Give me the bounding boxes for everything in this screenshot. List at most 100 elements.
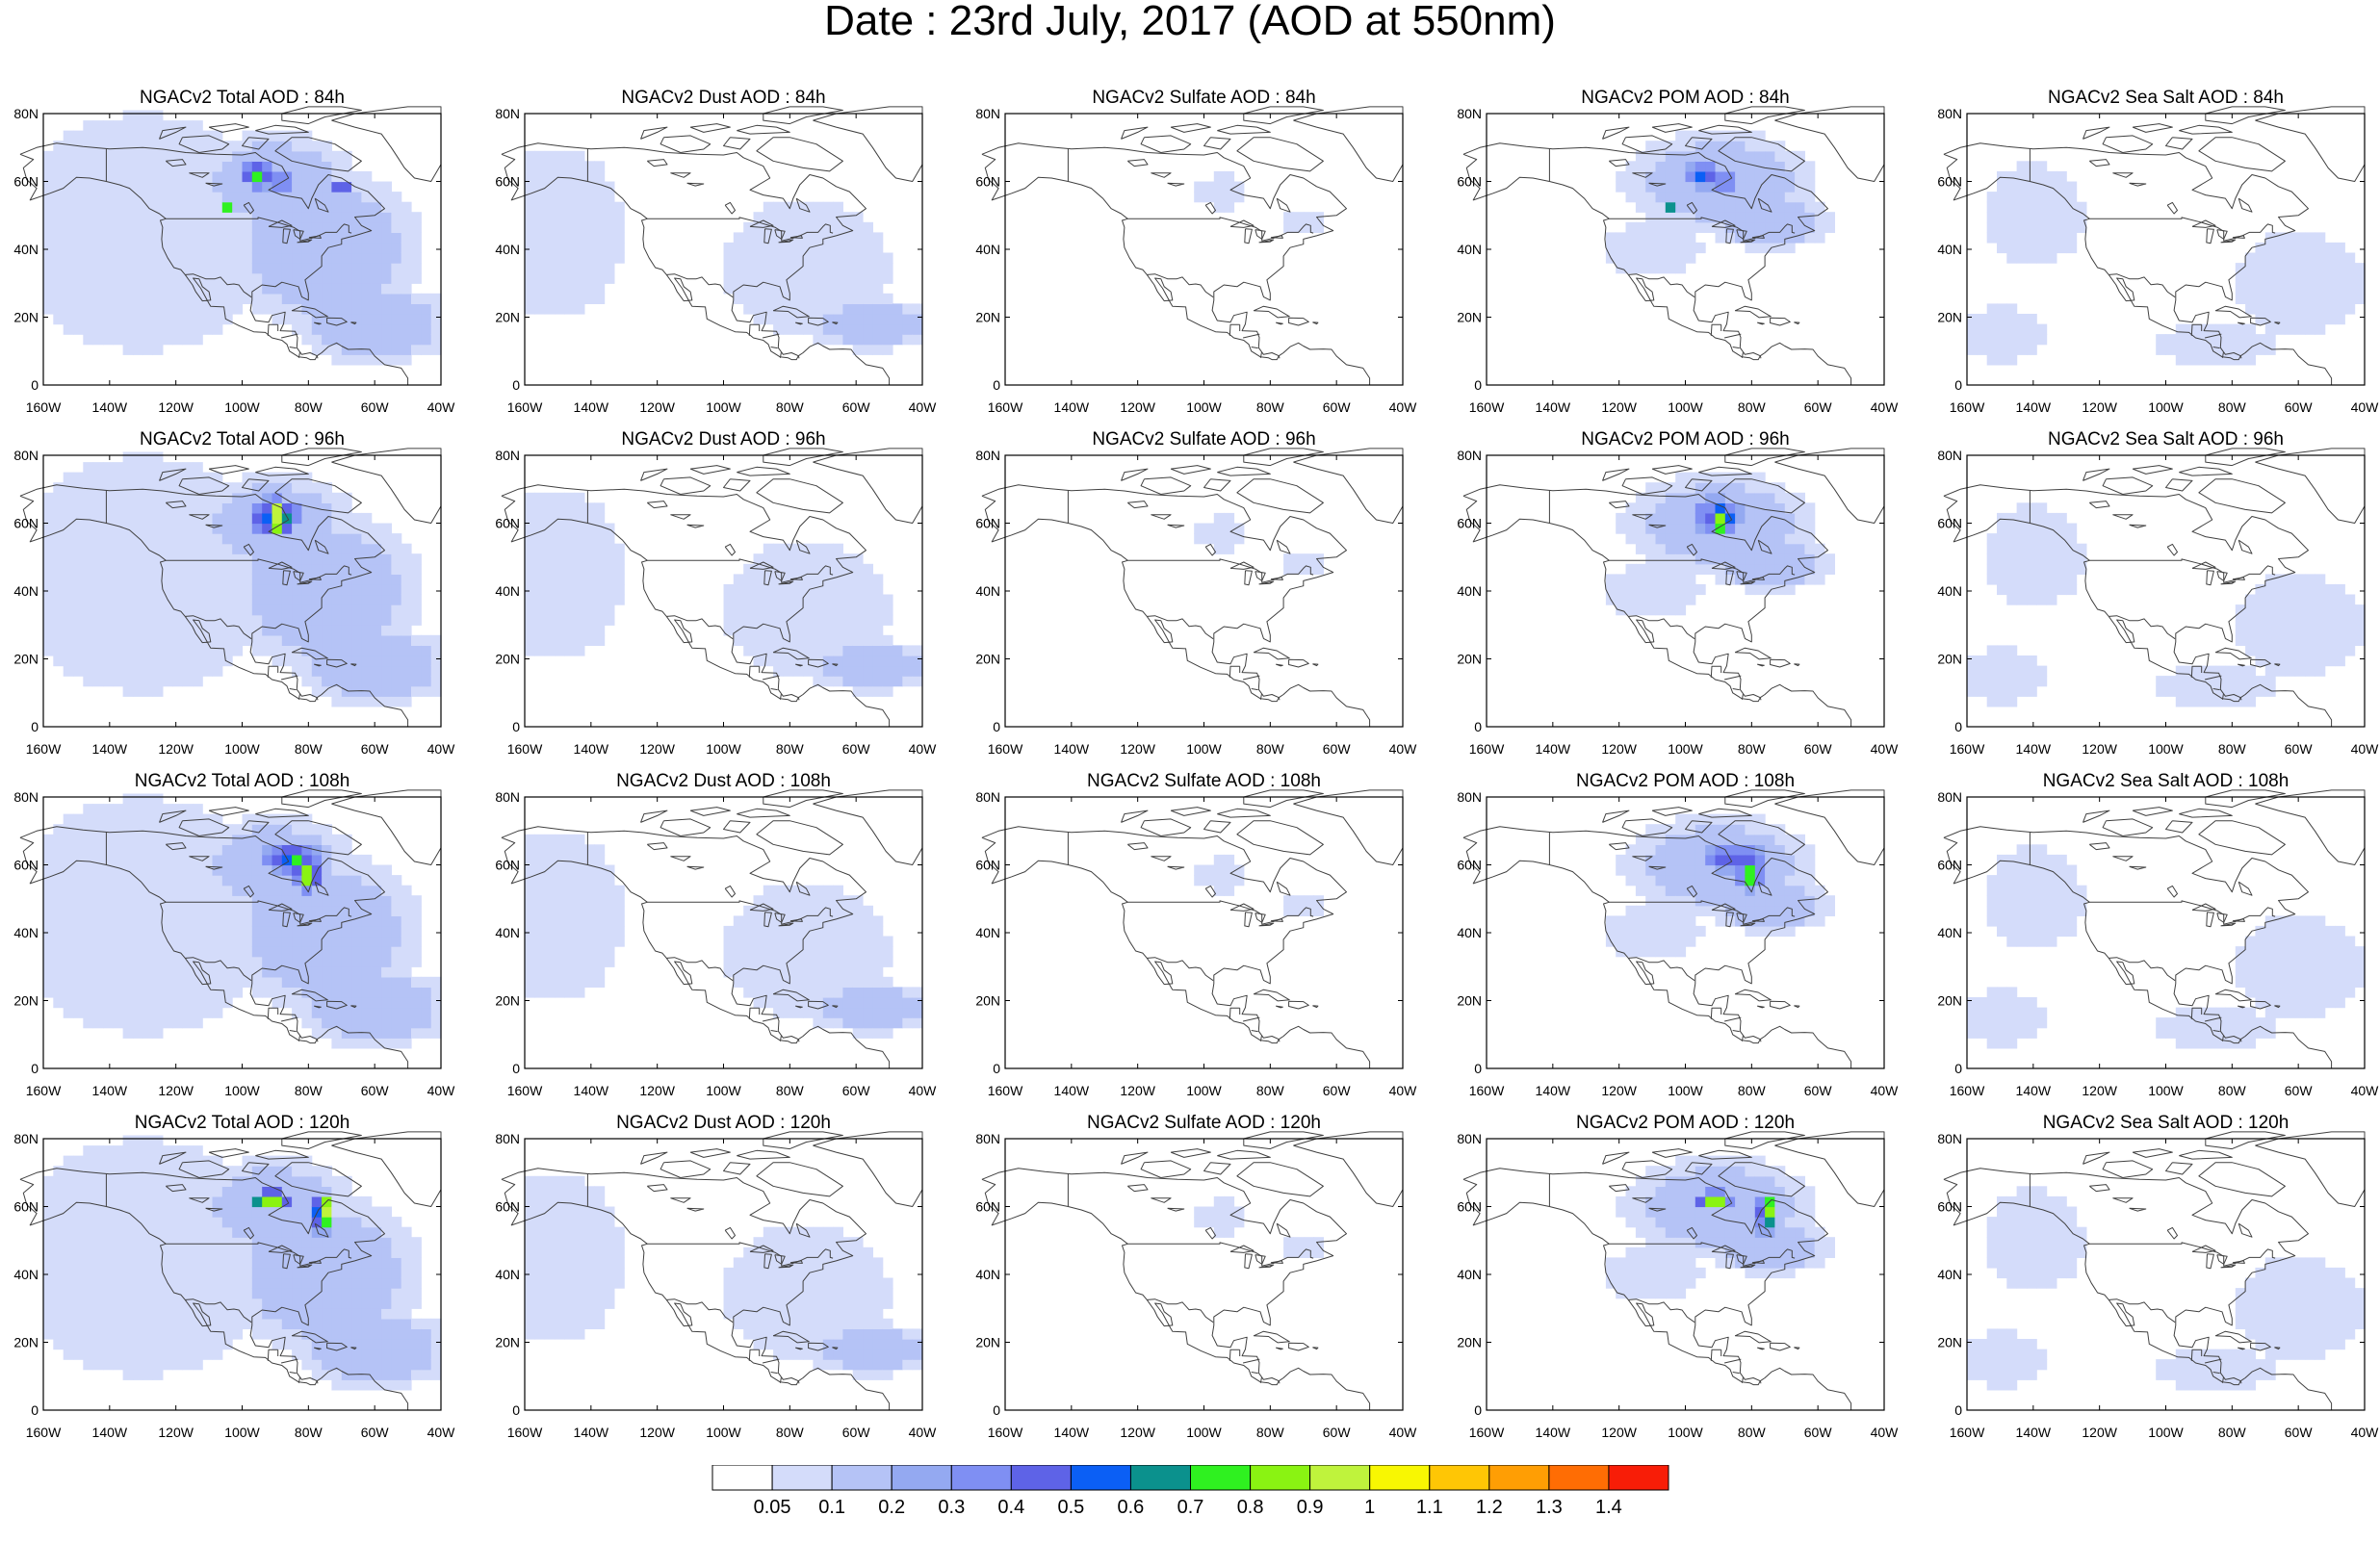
lat-label: 80N [13,789,39,805]
aod-cell [853,273,864,284]
aod-cell [213,232,223,243]
aod-cell [243,222,253,233]
aod-cell [243,875,253,886]
aod-cell [614,915,625,926]
aod-cell [83,625,93,635]
aod-cell [401,977,412,988]
aod-cell [2036,676,2047,686]
aod-cell [1626,253,1637,264]
aod-cell [213,655,223,666]
aod-cell [43,253,54,264]
aod-cell [2265,595,2276,605]
aod-cell [93,120,104,131]
lat-label: 80N [1457,106,1482,121]
aod-cell [525,283,535,294]
aod-cell [391,1017,401,1028]
lon-label: 40W [427,399,456,415]
aod-cell [322,875,332,886]
aod-cell [1686,182,1696,193]
aod-cell [301,595,312,605]
aod-cell [381,182,392,193]
aod-cell [172,997,183,1008]
aod-cell [243,957,253,967]
aod-cell [213,171,223,182]
aod-cell [64,814,74,825]
aod-cell [83,875,93,886]
greenland-coast [2255,107,2365,182]
aod-cell [584,232,595,243]
aod-cell [43,886,54,896]
aod-cell [1804,212,1815,222]
lat-label: 40N [1937,583,1962,599]
aod-cell [833,283,843,294]
aod-cell [1997,171,2007,182]
aod-cell [525,182,535,193]
aod-cell [2355,273,2366,284]
aod-cell [2196,686,2207,697]
aod-cell [64,977,74,988]
aod-cell [64,273,74,284]
aod-cell [913,314,923,324]
aod-cell [142,222,153,233]
aod-cell [534,544,545,554]
country-border [281,334,298,338]
aod-cell [361,855,372,865]
aod-cell [183,635,194,646]
aod-cell [142,524,153,534]
aod-cell [103,553,114,564]
lat-label: 0 [1954,377,1962,393]
aod-cell [391,294,401,304]
aod-cell [262,161,272,171]
aod-cell [43,212,54,222]
aod-cell [351,192,362,202]
aod-cell [754,595,764,605]
aod-cell [381,666,392,677]
aod-cell [372,524,382,534]
island-coast [2133,124,2172,133]
aod-cell [1656,253,1667,264]
aod-cell [262,635,272,646]
aod-cell [431,314,442,324]
aod-cell [525,232,535,243]
aod-cell [584,574,595,584]
aod-cell [1656,212,1667,222]
aod-cell [153,604,164,615]
aod-cell [243,937,253,947]
aod-cell [64,533,74,544]
aod-cell [252,192,263,202]
aod-cell [1656,192,1667,202]
aod-cell [564,243,575,253]
aod-cell [913,334,923,345]
aod-cell [555,957,565,967]
aod-cell [525,212,535,222]
aod-cell [142,564,153,575]
aod-cell [232,232,243,243]
aod-cell [73,243,84,253]
aod-cell [93,915,104,926]
aod-cell [2315,625,2325,635]
aod-cell [902,655,913,666]
aod-cell [43,645,54,655]
aod-cell [575,493,585,503]
aod-cell [153,171,164,182]
country-border [1252,347,1258,348]
aod-cell [133,452,143,463]
aod-cell [301,895,312,906]
aod-cell [1785,553,1796,564]
aod-cell [64,957,74,967]
aod-cell [1997,666,2007,677]
aod-cell [1987,232,1998,243]
aod-cell [545,977,556,988]
aod-cell [411,1008,422,1018]
aod-cell [1204,182,1215,193]
aod-cell [1666,222,1676,233]
aod-cell [754,615,764,626]
aod-cell [545,253,556,264]
island-coast [2083,127,2110,139]
aod-cell [193,303,203,314]
aod-cell [2344,273,2355,284]
aod-cell [133,1008,143,1018]
aod-cell [1725,161,1736,171]
aod-cell [153,303,164,314]
aod-cell [575,574,585,584]
